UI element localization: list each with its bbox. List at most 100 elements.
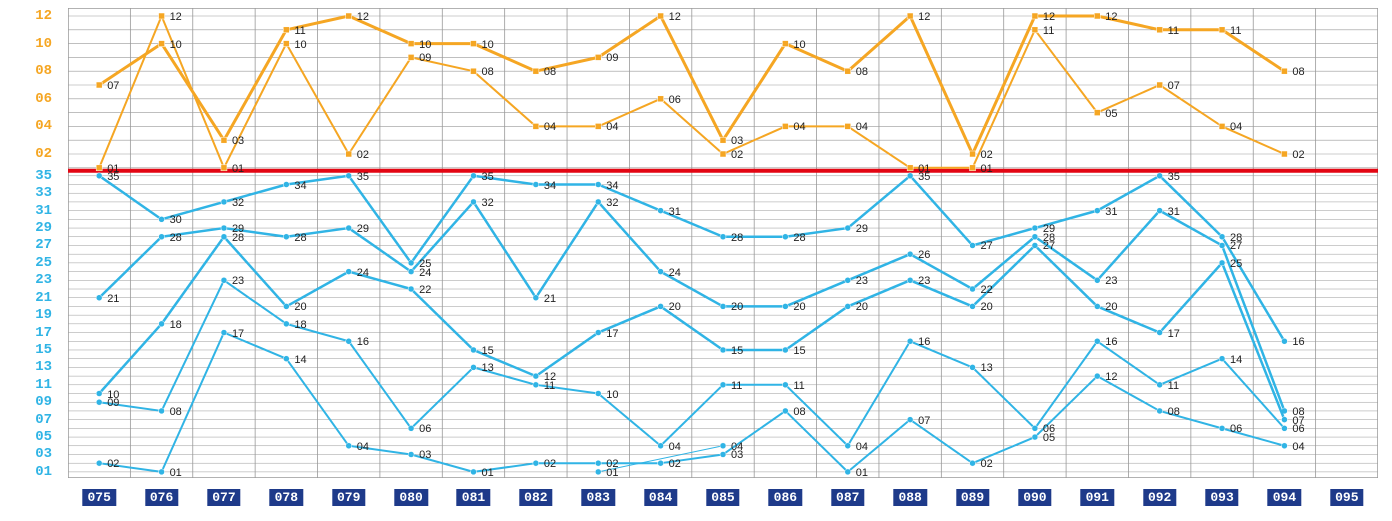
data-point-label: 04 — [669, 441, 681, 453]
data-point-label: 08 — [1168, 406, 1180, 418]
y-tick-bottom: 03 — [35, 446, 52, 462]
data-point-label: 06 — [669, 94, 681, 106]
data-point-label: 26 — [918, 249, 930, 261]
y-tick-bottom: 29 — [35, 220, 52, 236]
data-point-label: 20 — [856, 301, 868, 313]
y-tick-bottom: 07 — [35, 412, 52, 428]
data-point-label: 17 — [606, 328, 618, 340]
y-tick-top: 04 — [35, 118, 52, 134]
data-point-label: 11 — [731, 380, 742, 392]
data-point-label: 11 — [294, 25, 305, 37]
data-point-label: 35 — [1168, 171, 1180, 183]
data-point-label: 23 — [856, 275, 868, 287]
data-point-label: 28 — [294, 232, 306, 244]
x-tick: 091 — [1081, 489, 1114, 506]
data-point-label: 06 — [1230, 423, 1242, 435]
y-tick-bottom: 11 — [35, 377, 52, 393]
data-point-label: 16 — [357, 336, 369, 348]
data-point-label: 01 — [856, 467, 868, 479]
x-tick: 079 — [332, 489, 365, 506]
chart-svg — [68, 8, 1378, 478]
y-tick-bottom: 15 — [35, 342, 52, 358]
data-point-label: 17 — [1168, 328, 1180, 340]
x-tick: 081 — [457, 489, 490, 506]
y-tick-top: 08 — [35, 63, 52, 79]
data-point-label: 22 — [419, 284, 431, 296]
data-point-label: 08 — [481, 66, 493, 78]
data-point-label: 12 — [669, 11, 681, 23]
y-tick-bottom: 31 — [35, 203, 52, 219]
x-tick: 077 — [207, 489, 240, 506]
data-point-label: 11 — [544, 380, 555, 392]
chart-area: 0710031112101008091203100812021212111108… — [68, 8, 1378, 478]
data-point-label: 02 — [544, 458, 556, 470]
y-tick-bottom: 33 — [35, 185, 52, 201]
y-tick-bottom: 19 — [35, 307, 52, 323]
x-tick: 085 — [706, 489, 739, 506]
data-point-label: 20 — [1105, 301, 1117, 313]
data-point-label: 07 — [107, 80, 119, 92]
data-point-label: 16 — [1105, 336, 1117, 348]
data-point-label: 10 — [419, 39, 431, 51]
data-point-label: 14 — [294, 354, 306, 366]
data-point-label: 04 — [1230, 121, 1242, 133]
y-tick-top: 02 — [35, 146, 52, 162]
data-point-label: 02 — [107, 458, 119, 470]
data-point-label: 15 — [731, 345, 743, 357]
data-point-label: 27 — [1043, 240, 1055, 252]
x-tick: 089 — [956, 489, 989, 506]
x-tick: 083 — [582, 489, 615, 506]
data-point-label: 35 — [107, 171, 119, 183]
data-point-label: 01 — [481, 467, 493, 479]
data-point-label: 08 — [1292, 66, 1304, 78]
data-point-label: 11 — [793, 380, 804, 392]
data-point-label: 08 — [793, 406, 805, 418]
data-point-label: 12 — [918, 11, 930, 23]
data-point-label: 01 — [170, 467, 182, 479]
data-point-label: 03 — [232, 135, 244, 147]
x-tick: 084 — [644, 489, 677, 506]
data-point-label: 03 — [731, 135, 743, 147]
data-point-label: 15 — [481, 345, 493, 357]
data-point-label: 27 — [981, 240, 993, 252]
data-point-label: 35 — [481, 171, 493, 183]
data-point-label: 32 — [606, 197, 618, 209]
data-point-label: 35 — [918, 171, 930, 183]
data-point-label: 20 — [669, 301, 681, 313]
x-axis: 0750760770780790800810820830840850860870… — [68, 489, 1378, 509]
data-point-label: 04 — [856, 121, 868, 133]
y-tick-bottom: 17 — [35, 325, 52, 341]
x-tick: 086 — [769, 489, 802, 506]
data-point-label: 11 — [1168, 380, 1179, 392]
data-point-label: 23 — [232, 275, 244, 287]
data-point-label: 04 — [1292, 441, 1304, 453]
data-point-label: 09 — [606, 52, 618, 64]
data-point-label: 34 — [294, 180, 306, 192]
y-tick-bottom: 25 — [35, 255, 52, 271]
data-point-label: 31 — [669, 206, 681, 218]
data-point-label: 02 — [731, 149, 743, 161]
data-point-label: 01 — [981, 163, 993, 175]
data-point-label: 01 — [232, 163, 244, 175]
data-point-label: 16 — [1292, 336, 1304, 348]
data-point-label: 20 — [294, 301, 306, 313]
data-point-label: 29 — [357, 223, 369, 235]
y-tick-bottom: 05 — [35, 429, 52, 445]
x-tick: 088 — [893, 489, 926, 506]
data-point-label: 13 — [481, 362, 493, 374]
data-point-label: 14 — [1230, 354, 1242, 366]
data-point-label: 06 — [1292, 423, 1304, 435]
data-point-label: 18 — [294, 319, 306, 331]
data-point-label: 28 — [793, 232, 805, 244]
data-point-label: 34 — [544, 180, 556, 192]
data-point-label: 17 — [232, 328, 244, 340]
data-point-label: 02 — [669, 458, 681, 470]
data-point-label: 30 — [170, 214, 182, 226]
data-point-label: 24 — [669, 267, 681, 279]
data-point-label: 08 — [170, 406, 182, 418]
data-point-label: 35 — [357, 171, 369, 183]
data-point-label: 24 — [357, 267, 369, 279]
data-point-label: 25 — [1230, 258, 1242, 270]
data-point-label: 20 — [793, 301, 805, 313]
data-point-label: 01 — [606, 467, 618, 479]
